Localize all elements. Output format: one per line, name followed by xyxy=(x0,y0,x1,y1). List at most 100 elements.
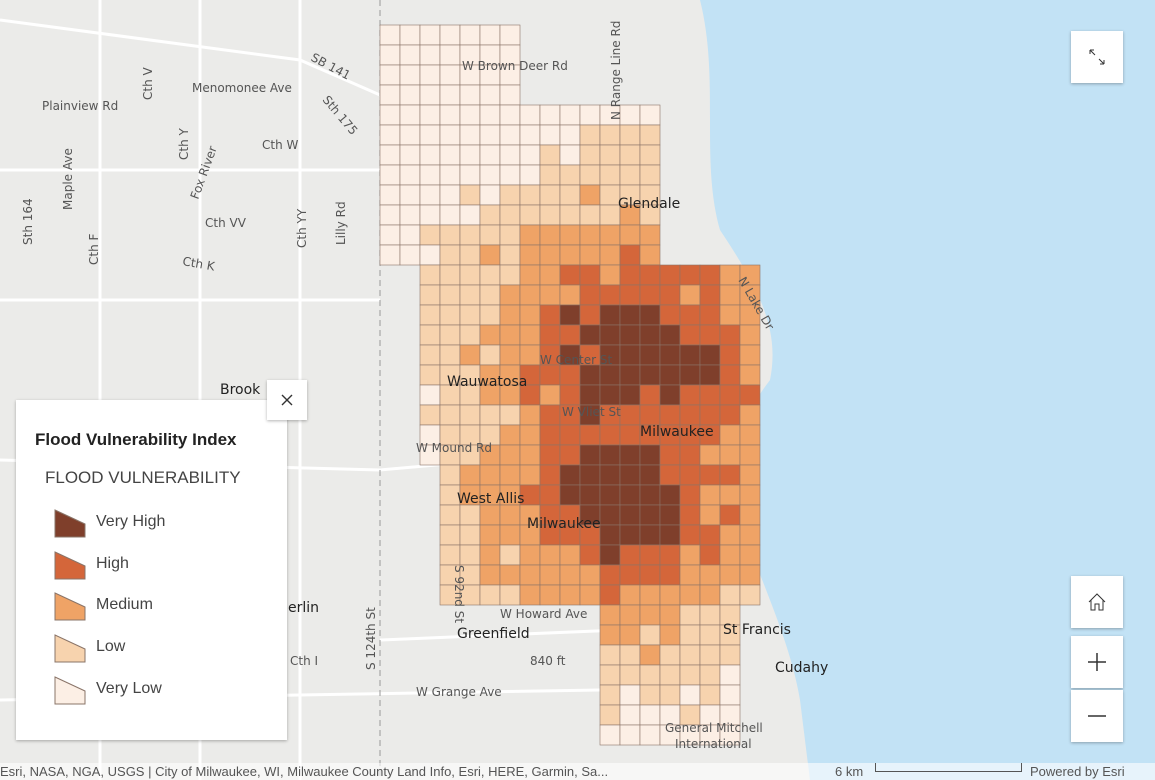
tract[interactable] xyxy=(519,464,541,486)
tract[interactable] xyxy=(619,464,641,486)
tract[interactable] xyxy=(439,24,461,46)
tract[interactable] xyxy=(559,164,581,186)
tract[interactable] xyxy=(479,164,501,186)
tract[interactable] xyxy=(519,304,541,326)
tract[interactable] xyxy=(619,284,641,306)
tract[interactable] xyxy=(439,124,461,146)
tract[interactable] xyxy=(399,124,421,146)
tract[interactable] xyxy=(679,524,701,546)
tract[interactable] xyxy=(499,584,521,606)
tract[interactable] xyxy=(379,104,401,126)
tract[interactable] xyxy=(699,604,721,626)
tract[interactable] xyxy=(659,384,681,406)
tract[interactable] xyxy=(539,544,561,566)
tract[interactable] xyxy=(599,144,621,166)
tract[interactable] xyxy=(539,564,561,586)
tract[interactable] xyxy=(639,604,661,626)
tract[interactable] xyxy=(719,464,741,486)
tract[interactable] xyxy=(559,544,581,566)
tract[interactable] xyxy=(579,384,601,406)
tract[interactable] xyxy=(559,124,581,146)
tract[interactable] xyxy=(419,164,441,186)
tract[interactable] xyxy=(639,544,661,566)
tract[interactable] xyxy=(679,364,701,386)
tract[interactable] xyxy=(519,404,541,426)
tract[interactable] xyxy=(619,244,641,266)
tract[interactable] xyxy=(439,464,461,486)
tract[interactable] xyxy=(399,164,421,186)
tract[interactable] xyxy=(599,644,621,666)
tract[interactable] xyxy=(459,184,481,206)
tract[interactable] xyxy=(559,324,581,346)
tract[interactable] xyxy=(619,684,641,706)
tract[interactable] xyxy=(559,384,581,406)
tract[interactable] xyxy=(539,184,561,206)
tract[interactable] xyxy=(599,504,621,526)
tract[interactable] xyxy=(599,244,621,266)
tract[interactable] xyxy=(519,164,541,186)
tract[interactable] xyxy=(419,384,441,406)
tract[interactable] xyxy=(559,184,581,206)
tract[interactable] xyxy=(499,304,521,326)
tract[interactable] xyxy=(459,144,481,166)
tract[interactable] xyxy=(639,524,661,546)
tract[interactable] xyxy=(579,544,601,566)
tract[interactable] xyxy=(379,224,401,246)
tract[interactable] xyxy=(699,684,721,706)
tract[interactable] xyxy=(559,424,581,446)
tract[interactable] xyxy=(599,724,621,746)
tract[interactable] xyxy=(619,104,641,126)
tract[interactable] xyxy=(619,164,641,186)
tract[interactable] xyxy=(659,664,681,686)
tract[interactable] xyxy=(639,244,661,266)
tract[interactable] xyxy=(639,384,661,406)
tract[interactable] xyxy=(479,304,501,326)
tract[interactable] xyxy=(639,344,661,366)
tract[interactable] xyxy=(419,344,441,366)
tract[interactable] xyxy=(539,284,561,306)
tract[interactable] xyxy=(439,324,461,346)
tract[interactable] xyxy=(679,384,701,406)
tract[interactable] xyxy=(719,484,741,506)
tract[interactable] xyxy=(619,264,641,286)
tract[interactable] xyxy=(579,564,601,586)
zoom-in-button[interactable] xyxy=(1071,636,1123,688)
tract[interactable] xyxy=(399,24,421,46)
tract[interactable] xyxy=(499,544,521,566)
tract[interactable] xyxy=(479,284,501,306)
tract[interactable] xyxy=(479,204,501,226)
tract[interactable] xyxy=(599,264,621,286)
tract[interactable] xyxy=(599,224,621,246)
tract[interactable] xyxy=(499,264,521,286)
tract[interactable] xyxy=(659,604,681,626)
tract[interactable] xyxy=(499,284,521,306)
tract[interactable] xyxy=(459,524,481,546)
tract[interactable] xyxy=(459,84,481,106)
tract[interactable] xyxy=(499,184,521,206)
tract[interactable] xyxy=(439,224,461,246)
tract[interactable] xyxy=(499,104,521,126)
tract[interactable] xyxy=(479,324,501,346)
tract[interactable] xyxy=(539,144,561,166)
tract[interactable] xyxy=(459,284,481,306)
tract[interactable] xyxy=(539,164,561,186)
tract[interactable] xyxy=(459,204,481,226)
tract[interactable] xyxy=(699,264,721,286)
tract[interactable] xyxy=(579,244,601,266)
tract[interactable] xyxy=(739,464,761,486)
tract[interactable] xyxy=(699,564,721,586)
tract[interactable] xyxy=(419,124,441,146)
tract[interactable] xyxy=(639,684,661,706)
tract[interactable] xyxy=(639,564,661,586)
tract[interactable] xyxy=(459,164,481,186)
tract[interactable] xyxy=(619,704,641,726)
tract[interactable] xyxy=(559,264,581,286)
tract[interactable] xyxy=(559,464,581,486)
tract[interactable] xyxy=(579,144,601,166)
tract[interactable] xyxy=(539,444,561,466)
tract[interactable] xyxy=(539,124,561,146)
tract[interactable] xyxy=(539,224,561,246)
tract[interactable] xyxy=(679,444,701,466)
tract[interactable] xyxy=(539,204,561,226)
tract[interactable] xyxy=(439,184,461,206)
